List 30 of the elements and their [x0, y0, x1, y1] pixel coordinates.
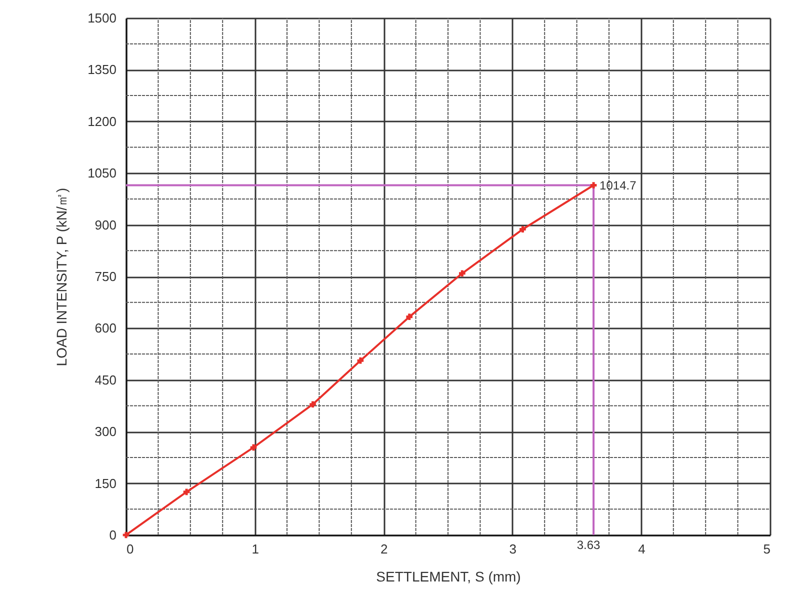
x-tick-label: 2 — [380, 542, 388, 556]
point — [122, 532, 130, 538]
ref-line-label: 1014.7 — [600, 178, 637, 192]
y-tick-label: 600 — [94, 320, 116, 336]
point — [520, 226, 526, 232]
y-tick-label: 1500 — [88, 10, 116, 26]
y-tick-label: 900 — [94, 217, 116, 232]
x-tick-label: 5 — [763, 542, 770, 556]
point — [406, 314, 413, 320]
point — [183, 488, 190, 496]
y-tick-label: 750 — [94, 269, 116, 284]
x-tick-label: 4 — [638, 542, 646, 556]
y-tick-label: 1200 — [88, 114, 116, 129]
y-tick-label: 1350 — [88, 62, 116, 78]
y-axis-title: LOAD INTENSITY, P (kN/㎡) — [54, 188, 70, 366]
y-tick-label: 1050 — [88, 166, 116, 181]
y-tick-label: 0 — [109, 528, 116, 542]
point — [310, 401, 316, 408]
point — [357, 357, 364, 364]
x-tick-label: 0 — [126, 542, 134, 556]
x-tick-label: 1 — [252, 542, 259, 556]
x-tick-label: 3 — [509, 542, 517, 556]
ref-line-label: 3.63 — [576, 538, 601, 552]
point — [459, 270, 466, 277]
point — [590, 182, 597, 188]
y-tick-label: 150 — [94, 476, 116, 491]
x-axis-title: SETTLEMENT, S (mm) — [376, 568, 521, 584]
y-tick-label: 300 — [94, 424, 116, 440]
y-tick-label: 450 — [94, 372, 116, 388]
point — [250, 444, 257, 451]
